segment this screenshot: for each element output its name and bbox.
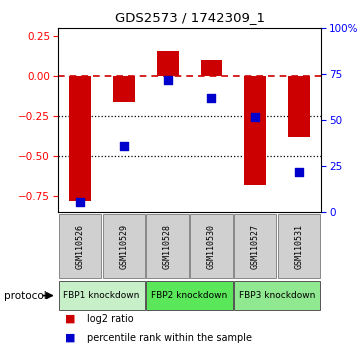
Text: ■: ■ (65, 333, 75, 343)
Point (121, 143, 126, 149)
Text: GSM110530: GSM110530 (207, 223, 216, 269)
Text: GSM110526: GSM110526 (75, 223, 84, 269)
Bar (190, 214, 232, 278)
Point (77, 199, 83, 205)
Text: GSM110529: GSM110529 (119, 223, 128, 269)
Text: ■: ■ (65, 314, 75, 324)
Title: GDS2573 / 1742309_1: GDS2573 / 1742309_1 (114, 11, 265, 24)
Bar (69, 76, 91, 201)
Text: log2 ratio: log2 ratio (87, 314, 133, 324)
Bar (234, 214, 277, 278)
Bar (58, 214, 101, 278)
Text: FBP1 knockdown: FBP1 knockdown (64, 291, 140, 300)
Text: GSM110528: GSM110528 (163, 223, 172, 269)
Bar (103, 214, 145, 278)
Text: protocol: protocol (4, 291, 46, 301)
Bar (288, 76, 310, 137)
Point (209, 96, 214, 101)
Bar (58, 281, 145, 310)
Text: FBP3 knockdown: FBP3 knockdown (239, 291, 316, 300)
Bar (244, 76, 266, 185)
Bar (200, 60, 222, 76)
Bar (113, 76, 135, 102)
Text: GSM110531: GSM110531 (295, 223, 304, 269)
Point (165, 77, 170, 83)
Text: FBP2 knockdown: FBP2 knockdown (151, 291, 228, 300)
Point (253, 114, 258, 120)
Text: GSM110527: GSM110527 (251, 223, 260, 269)
Bar (278, 214, 321, 278)
Bar (234, 281, 321, 310)
Bar (147, 281, 232, 310)
Point (296, 169, 302, 175)
Text: percentile rank within the sample: percentile rank within the sample (87, 333, 252, 343)
Bar (147, 214, 189, 278)
Bar (157, 51, 179, 76)
